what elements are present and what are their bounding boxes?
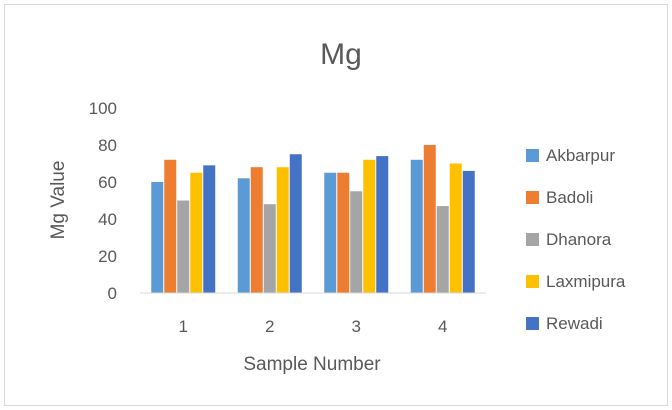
bar-rewadi-2	[289, 154, 302, 293]
bar-akbarpur-4	[410, 159, 423, 293]
legend-label-rewadi: Rewadi	[546, 314, 603, 333]
bar-akbarpur-1	[151, 182, 164, 293]
y-tick-label: 80	[98, 136, 117, 155]
legend-label-dhanora: Dhanora	[546, 230, 612, 249]
y-axis-title: Mg Value	[48, 161, 69, 240]
bar-laxmipura-3	[363, 159, 376, 293]
bar-badoli-4	[423, 145, 436, 293]
x-tick-label: 1	[179, 317, 188, 336]
legend-swatch-dhanora	[526, 233, 539, 246]
bar-laxmipura-2	[276, 167, 289, 293]
legend-swatch-akbarpur	[526, 149, 539, 162]
bar-rewadi-1	[203, 165, 216, 293]
bar-badoli-2	[250, 167, 263, 293]
legend-label-laxmipura: Laxmipura	[546, 272, 626, 291]
y-tick-label: 20	[98, 247, 117, 266]
y-tick-label: 0	[108, 284, 117, 303]
bar-badoli-3	[337, 172, 350, 293]
bar-badoli-1	[164, 159, 177, 293]
bar-akbarpur-3	[324, 172, 337, 293]
bar-rewadi-3	[376, 156, 389, 293]
legend-swatch-badoli	[526, 191, 539, 204]
legend-swatch-laxmipura	[526, 275, 539, 288]
y-tick-label: 60	[98, 173, 117, 192]
bar-laxmipura-4	[449, 163, 462, 293]
bar-dhanora-3	[350, 191, 363, 293]
bar-dhanora-2	[263, 204, 276, 293]
legend-label-badoli: Badoli	[546, 188, 593, 207]
x-axis-title: Sample Number	[243, 354, 381, 375]
bar-akbarpur-2	[237, 178, 250, 293]
x-tick-label: 3	[352, 317, 361, 336]
y-tick-label: 100	[89, 99, 117, 118]
legend-swatch-rewadi	[526, 317, 539, 330]
bar-laxmipura-1	[190, 172, 203, 293]
x-tick-label: 2	[265, 317, 274, 336]
bar-dhanora-1	[177, 200, 190, 293]
chart-title: Mg	[320, 38, 362, 71]
bar-dhanora-4	[436, 206, 449, 293]
x-tick-label: 4	[438, 317, 447, 336]
y-tick-label: 40	[98, 210, 117, 229]
bar-rewadi-4	[462, 170, 475, 293]
legend-label-akbarpur: Akbarpur	[546, 146, 615, 165]
